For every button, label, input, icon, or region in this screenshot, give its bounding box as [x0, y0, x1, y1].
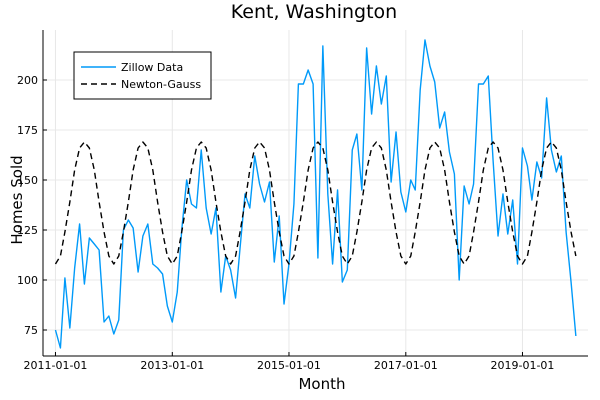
- tick-layer: 75 100 125 150 175 200 2011-01-01 2013-01-01 201…: [17, 74, 554, 372]
- y-tick-label: 175: [17, 124, 38, 137]
- series-line-zillow-data: [54, 39, 577, 349]
- chart-title: Kent, Washington: [231, 1, 397, 23]
- x-tick-label: 2013-01-01: [140, 359, 204, 372]
- legend-label-zillow-data: Zillow Data: [121, 61, 183, 74]
- legend-label-newton-gauss: Newton-Gauss: [121, 78, 201, 91]
- y-tick-label: 125: [17, 224, 38, 237]
- y-tick-label: 150: [17, 174, 38, 187]
- x-tick-label: 2015-01-01: [257, 359, 321, 372]
- y-axis-title: Homes Sold: [8, 155, 26, 244]
- x-tick-label: 2011-01-01: [23, 359, 87, 372]
- y-tick-label: 100: [17, 274, 38, 287]
- x-tick-label: 2017-01-01: [374, 359, 438, 372]
- series-layer: [54, 39, 577, 349]
- y-tick-label: 200: [17, 74, 38, 87]
- y-tick-label: 75: [24, 324, 38, 337]
- legend-box: [73, 51, 212, 100]
- x-tick-label: 2019-01-01: [491, 359, 555, 372]
- x-axis-title: Month: [298, 375, 345, 393]
- legend: Zillow Data Newton-Gauss: [73, 51, 212, 100]
- axes-layer: [42, 30, 588, 357]
